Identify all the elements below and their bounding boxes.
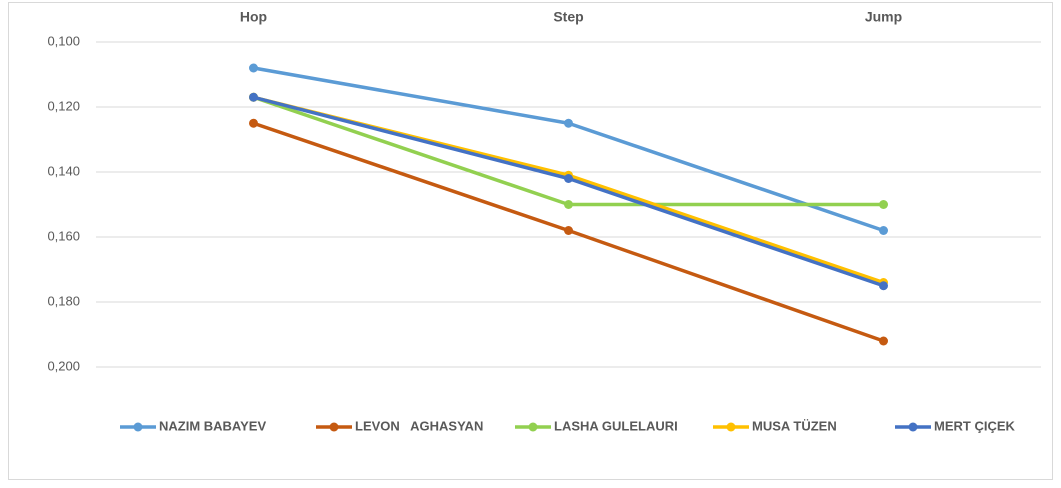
point [564,226,573,235]
y-tick-label: 0,200 [47,358,80,373]
legend-marker [133,422,143,432]
legend-marker [329,422,339,432]
y-tick-label: 0,180 [47,293,80,308]
point [249,63,258,73]
x-tick-label: Jump [865,9,902,25]
legend-label: LEVON AGHASYAN [355,418,483,433]
legend-marker [908,422,918,432]
legend-label: NAZIM BABAYEV [159,418,266,433]
chart-frame [8,2,1053,480]
legend-label: LASHA GULELAURI [554,418,678,433]
point [879,226,888,235]
point [564,200,573,209]
point [564,118,573,128]
y-tick-label: 0,160 [47,228,80,243]
point [564,174,573,183]
point [879,281,888,291]
point [879,200,888,209]
y-tick-label: 0,140 [47,163,80,178]
x-tick-label: Step [553,9,583,25]
legend-marker [726,422,736,432]
legend-marker [528,422,538,432]
x-tick-label: Hop [240,9,267,25]
legend-label: MUSA TÜZEN [752,418,837,433]
point [249,92,258,102]
point [249,118,258,128]
point [879,336,888,346]
y-tick-label: 0,100 [47,33,80,48]
legend-label: MERT ÇIÇEK [934,418,1016,433]
y-tick-label: 0,120 [47,98,80,113]
